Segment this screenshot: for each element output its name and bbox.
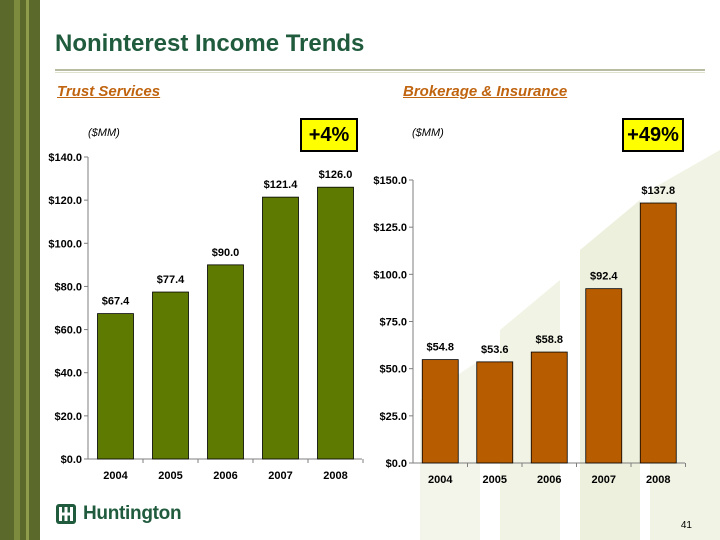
brokerage-data-label: $92.4 xyxy=(590,271,618,283)
brokerage-bar xyxy=(421,359,459,464)
trust-category-label: 2008 xyxy=(323,470,347,482)
trust-services-heading: Trust Services xyxy=(57,83,161,100)
trust-bar xyxy=(262,196,299,460)
trust-data-label: $90.0 xyxy=(212,247,240,259)
brokerage-bar xyxy=(585,288,623,464)
brokerage-y-tick-label: $50.0 xyxy=(379,364,407,376)
brokerage-category-label: 2008 xyxy=(646,474,670,486)
brokerage-category-label: 2005 xyxy=(483,474,507,486)
brokerage-bar xyxy=(639,202,677,464)
trust-y-tick-label: $20.0 xyxy=(54,411,82,423)
trust-bar xyxy=(97,313,134,460)
trust-y-tick-label: $140.0 xyxy=(48,152,82,164)
brokerage-data-label: $54.8 xyxy=(426,342,454,354)
trust-y-tick-label: $0.0 xyxy=(61,454,82,466)
trust-category-label: 2004 xyxy=(103,470,128,482)
brokerage-y-tick-label: $125.0 xyxy=(373,222,407,234)
left-decorative-stripe xyxy=(0,0,40,540)
trust-growth-badge: +4% xyxy=(300,118,358,152)
trust-y-tick-label: $80.0 xyxy=(54,281,82,293)
brokerage-y-tick-label: $150.0 xyxy=(373,175,407,187)
trust-category-label: 2007 xyxy=(268,470,292,482)
brokerage-unit-label: ($MM) xyxy=(412,127,444,139)
title-divider xyxy=(55,69,705,71)
trust-data-label: $67.4 xyxy=(102,296,130,308)
trust-category-label: 2005 xyxy=(158,470,182,482)
brokerage-y-tick-label: $75.0 xyxy=(379,317,407,329)
brokerage-category-label: 2007 xyxy=(592,474,616,486)
brokerage-data-label: $53.6 xyxy=(481,344,509,356)
trust-y-tick-label: $40.0 xyxy=(54,368,82,380)
trust-unit-label: ($MM) xyxy=(88,127,120,139)
trust-category-label: 2006 xyxy=(213,470,237,482)
huntington-logo-text: Huntington xyxy=(83,503,182,524)
trust-y-tick-label: $120.0 xyxy=(48,195,82,207)
title-divider-shadow xyxy=(55,72,705,73)
trust-y-tick-label: $100.0 xyxy=(48,238,82,250)
brokerage-growth-badge: +49% xyxy=(622,118,684,152)
page-number: 41 xyxy=(680,520,692,531)
brokerage-bar xyxy=(530,351,568,464)
brokerage-category-label: 2004 xyxy=(428,474,453,486)
brokerage-data-label: $58.8 xyxy=(535,334,563,346)
brokerage-insurance-heading: Brokerage & Insurance xyxy=(403,83,568,100)
brokerage-y-tick-label: $100.0 xyxy=(373,269,407,281)
brokerage-y-tick-label: $25.0 xyxy=(379,411,407,423)
page-title: Noninterest Income Trends xyxy=(55,30,365,57)
huntington-logo: Huntington xyxy=(55,503,182,525)
trust-bar xyxy=(152,291,189,460)
trust-data-label: $77.4 xyxy=(157,274,185,286)
brokerage-data-label: $137.8 xyxy=(641,185,675,197)
trust-data-label: $126.0 xyxy=(319,169,353,181)
huntington-logo-icon xyxy=(55,503,77,525)
trust-bar xyxy=(317,186,354,460)
trust-data-label: $121.4 xyxy=(264,179,299,191)
brokerage-bar xyxy=(476,361,514,464)
trust-y-tick-label: $60.0 xyxy=(54,325,82,337)
brokerage-y-tick-label: $0.0 xyxy=(386,458,407,470)
trust-bar xyxy=(207,264,244,460)
brokerage-category-label: 2006 xyxy=(537,474,561,486)
